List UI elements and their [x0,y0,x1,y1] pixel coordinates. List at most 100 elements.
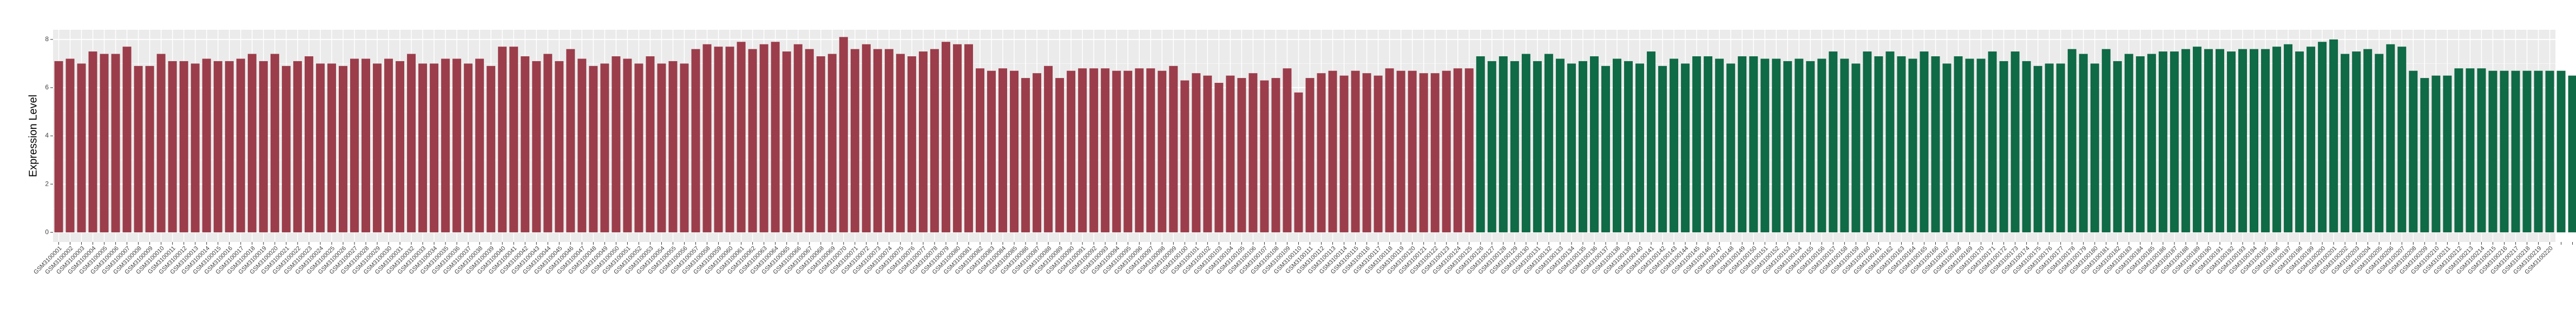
bar [1339,75,1349,233]
bar [2284,44,2293,233]
bar [1738,56,1747,233]
bar [2386,44,2395,233]
bar [1419,73,1428,233]
bar [2557,70,2566,233]
bar [2192,47,2202,233]
bar [225,61,234,233]
bar [1544,54,1553,233]
bar [1305,78,1315,233]
bar [737,42,746,233]
bar [1829,51,1838,233]
bar [304,56,313,233]
bar [2534,70,2543,233]
bar [1021,78,1030,233]
bar [1396,70,1405,233]
bar [145,66,154,233]
bar [918,51,928,233]
bar [2261,49,2270,233]
bar [2341,54,2350,233]
bar [2454,68,2463,233]
bar [725,47,734,233]
bar [1874,56,1883,233]
bar [2295,51,2304,233]
bar [111,54,120,233]
bar [668,61,678,233]
bar [1442,70,1451,233]
bar [555,61,564,233]
bar [373,63,382,233]
bar [1055,78,1064,233]
bar [1374,75,1383,233]
bar [1158,70,1167,233]
bar [1510,61,1519,233]
bar [156,54,166,233]
bar [2204,49,2213,233]
bar [839,37,848,233]
bar [338,66,347,233]
bar [1908,58,1917,233]
bar [179,61,188,233]
bar [1897,56,1906,233]
bar [1362,73,1371,233]
bar [1704,56,1713,233]
bar [1214,83,1224,233]
bar [1635,63,1645,233]
bar [2522,70,2532,233]
bar [441,58,450,233]
bar [418,63,428,233]
bar [2375,54,2384,233]
bar [1726,63,1736,233]
bar [88,51,97,233]
bar [2101,49,2111,233]
y-tick-label: 2 [45,180,49,187]
bar [1589,56,1599,233]
bar [634,63,643,233]
bar [247,54,257,233]
bar [987,70,996,233]
bar [1601,66,1610,233]
bar [1248,73,1258,233]
bar [1965,58,1974,233]
bar [1681,63,1690,233]
bar [1863,51,1872,233]
bar [1135,68,1144,233]
bar [975,68,984,233]
bar [612,56,621,233]
bar [1476,56,1485,233]
bar [1226,75,1235,233]
bar [532,61,541,233]
bar [1942,63,1951,233]
bar [748,49,757,233]
bar [873,49,882,233]
bar [2033,66,2042,233]
bar [2352,51,2361,233]
bar [2079,54,2088,233]
bar [77,63,86,233]
bar [964,44,973,233]
bar [1283,68,1292,233]
bar [293,61,302,233]
bar [2215,49,2224,233]
bar [1317,73,1326,233]
bar [2022,61,2031,233]
bar [2226,51,2236,233]
bar [1203,75,1212,233]
bar [941,42,950,233]
bar [691,49,700,233]
bar [896,54,905,233]
bar [2010,51,2020,233]
bar [782,51,791,233]
bar [1783,61,1792,233]
bar [1647,51,1656,233]
bar [202,58,211,233]
bar [1328,70,1337,233]
bar [702,44,712,233]
bar [1101,68,1110,233]
bar [270,54,279,233]
bar [1169,66,1178,233]
bar [1567,63,1576,233]
bar [2272,47,2282,233]
bar [475,58,484,233]
bar [2250,49,2259,233]
bar [2443,75,2452,233]
